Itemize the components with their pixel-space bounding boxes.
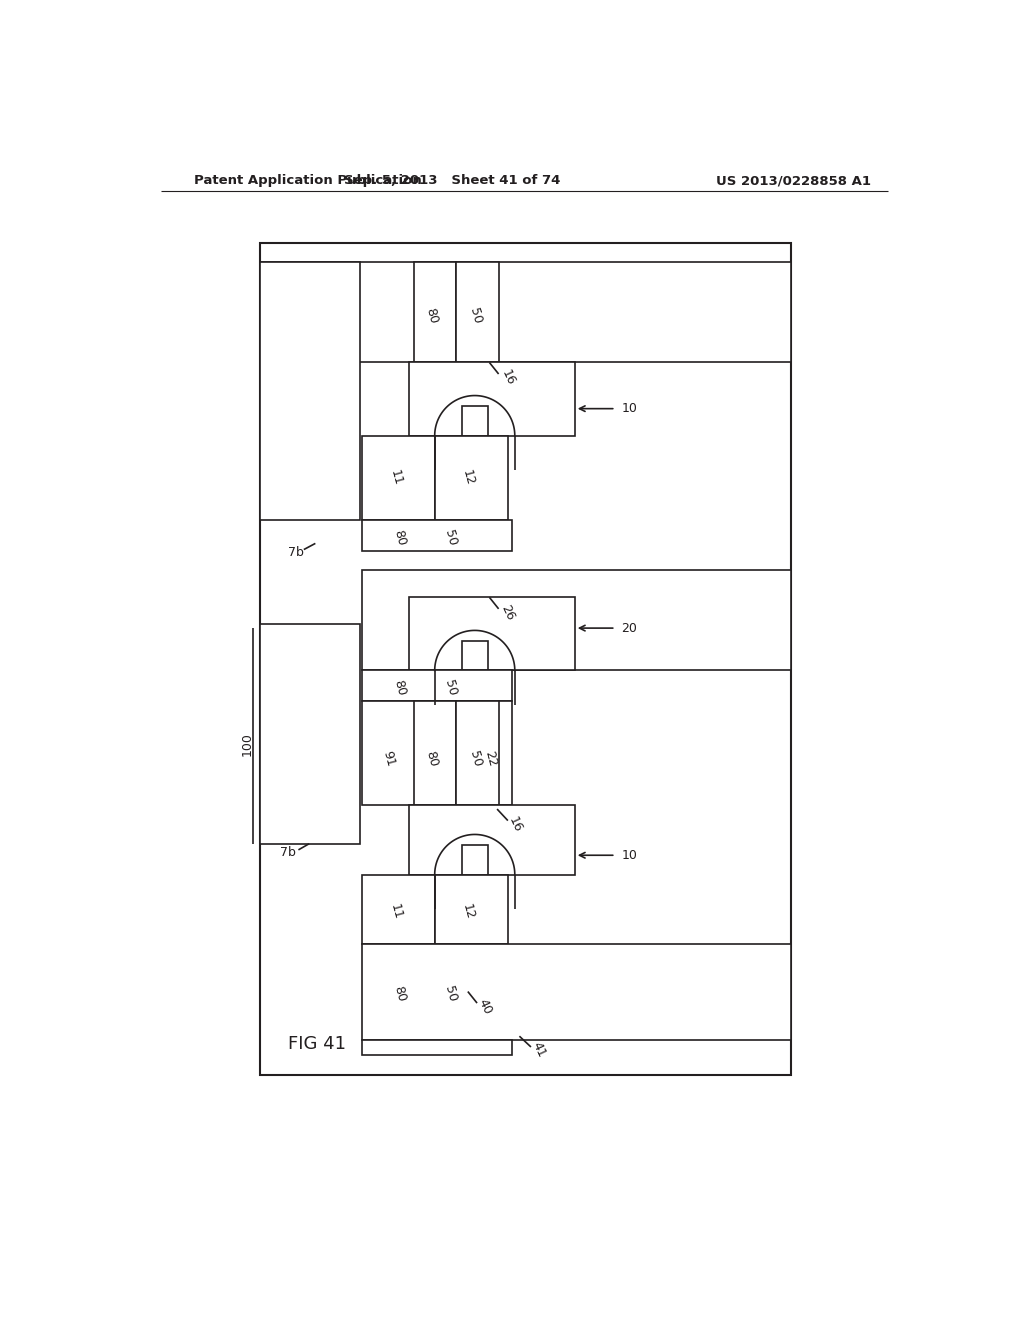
Text: 26: 26	[499, 603, 517, 623]
Bar	[462, 845, 487, 875]
Text: 80: 80	[392, 678, 409, 697]
Bar	[414, 263, 457, 363]
Bar	[361, 875, 435, 944]
Bar	[457, 701, 499, 805]
Bar	[361, 1040, 512, 1056]
Text: 12: 12	[460, 469, 476, 487]
Text: 50: 50	[467, 306, 484, 326]
Bar	[410, 363, 574, 436]
Text: 40: 40	[475, 997, 494, 1016]
Text: 7b: 7b	[288, 546, 304, 560]
Bar	[361, 520, 512, 552]
Bar	[260, 263, 360, 520]
Text: 10: 10	[622, 849, 638, 862]
Text: 7b: 7b	[281, 846, 296, 859]
Bar	[462, 642, 487, 671]
Text: 50: 50	[467, 750, 484, 768]
Text: 80: 80	[423, 750, 440, 768]
Text: US 2013/0228858 A1: US 2013/0228858 A1	[716, 174, 870, 187]
Text: 22: 22	[482, 750, 500, 768]
Bar	[414, 701, 457, 805]
Bar	[361, 436, 435, 520]
Text: 50: 50	[441, 528, 459, 548]
Bar	[361, 944, 792, 1040]
Text: 11: 11	[388, 469, 404, 487]
Bar	[410, 805, 574, 875]
Bar	[361, 701, 512, 805]
Bar	[457, 263, 499, 363]
Text: 50: 50	[441, 985, 459, 1003]
Bar	[260, 624, 360, 843]
Text: 16: 16	[506, 814, 524, 834]
Text: 80: 80	[392, 985, 409, 1003]
Text: 20: 20	[622, 622, 638, 635]
Text: 50: 50	[441, 678, 459, 697]
Bar	[435, 875, 508, 944]
Text: 80: 80	[423, 306, 440, 326]
Bar	[361, 570, 792, 671]
Bar	[410, 597, 574, 671]
Bar	[260, 243, 792, 1074]
Text: 100: 100	[241, 731, 254, 755]
Text: 91: 91	[380, 750, 397, 768]
Text: 10: 10	[622, 403, 638, 416]
Text: 11: 11	[388, 902, 404, 921]
Text: Patent Application Publication: Patent Application Publication	[195, 174, 422, 187]
Text: Sep. 5, 2013   Sheet 41 of 74: Sep. 5, 2013 Sheet 41 of 74	[344, 174, 560, 187]
Bar	[462, 407, 487, 436]
Bar	[361, 671, 512, 701]
Text: 12: 12	[460, 902, 476, 921]
Bar	[260, 263, 792, 363]
Text: 80: 80	[392, 528, 409, 548]
Text: 41: 41	[529, 1040, 548, 1060]
Text: 16: 16	[499, 368, 517, 388]
Bar	[435, 436, 508, 520]
Text: FIG 41: FIG 41	[289, 1035, 346, 1053]
